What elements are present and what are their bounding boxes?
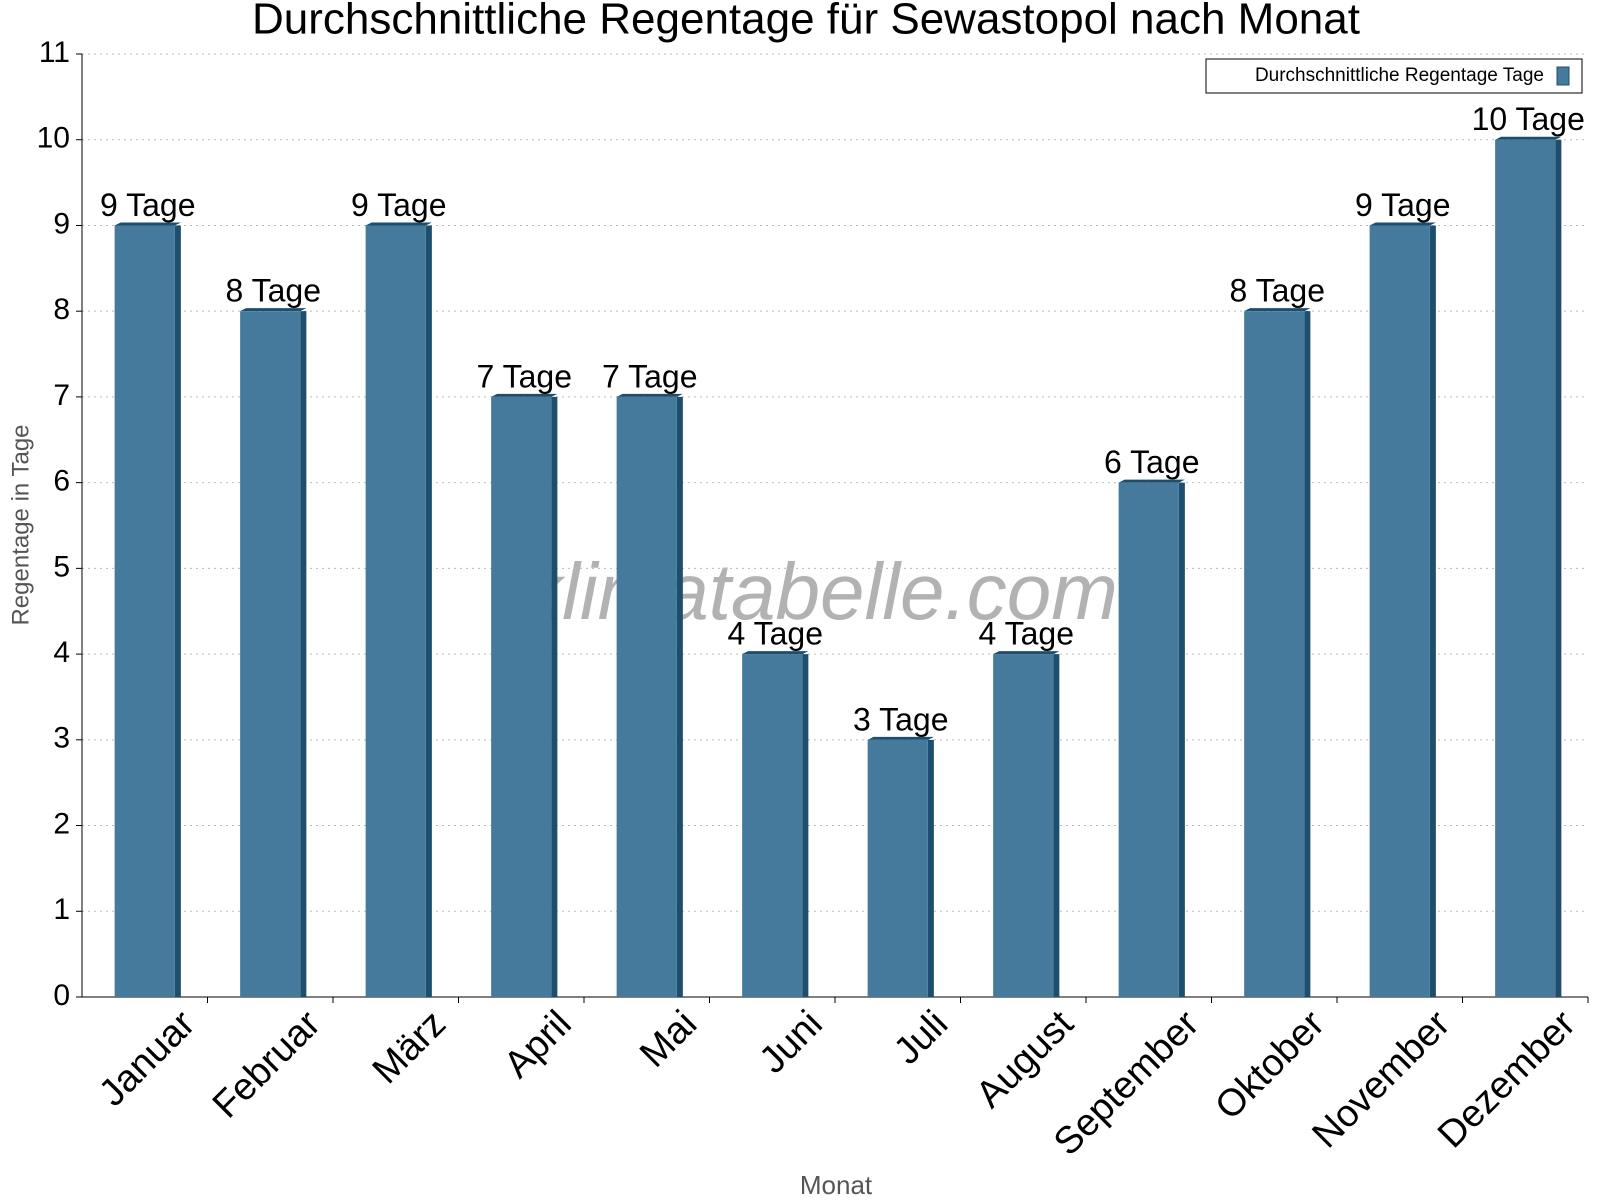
- chart-title: Durchschnittliche Regentage für Sewastop…: [252, 0, 1360, 44]
- bar-top: [491, 393, 558, 397]
- bar-side: [300, 311, 307, 997]
- bar-top: [1118, 479, 1185, 483]
- bar-top: [993, 651, 1060, 655]
- legend-swatch: [1556, 66, 1570, 86]
- y-tick-label: 5: [53, 550, 70, 583]
- bar-side: [802, 654, 809, 997]
- bar: [1118, 482, 1179, 997]
- y-tick-label: 2: [53, 807, 70, 840]
- bar-top: [867, 736, 934, 740]
- value-label: 9 Tage: [1355, 187, 1451, 223]
- value-label: 9 Tage: [100, 187, 196, 223]
- x-tick-label: Juni: [752, 1003, 831, 1082]
- bar-side: [1178, 482, 1185, 997]
- bar-top: [1369, 222, 1436, 226]
- x-tick-label: Dezember: [1430, 1003, 1584, 1157]
- bar-side: [425, 225, 432, 998]
- x-tick-label: Februar: [205, 1003, 329, 1127]
- bar-side: [1555, 139, 1562, 997]
- y-tick-label: 0: [53, 979, 70, 1012]
- bar-side: [676, 396, 683, 998]
- bar-side: [551, 396, 558, 998]
- value-label: 9 Tage: [351, 187, 447, 223]
- y-tick-label: 3: [53, 722, 70, 755]
- bar: [742, 654, 803, 997]
- x-tick-label: Januar: [91, 1003, 203, 1115]
- bar: [114, 225, 175, 998]
- bar: [616, 396, 677, 998]
- bar-side: [174, 225, 181, 998]
- bar: [240, 311, 301, 997]
- legend-label: Durchschnittliche Regentage Tage: [1255, 65, 1544, 86]
- value-label: 4 Tage: [728, 616, 824, 652]
- bar-top: [742, 651, 809, 655]
- value-label: 8 Tage: [226, 273, 322, 309]
- bar: [1244, 311, 1305, 997]
- bar-top: [114, 222, 181, 226]
- x-tick-label: August: [968, 1002, 1082, 1116]
- x-axis-label: Monat: [800, 1170, 873, 1200]
- y-axis-label: Regentage in Tage: [7, 424, 34, 625]
- bar-side: [1304, 311, 1311, 997]
- x-tick-label: März: [365, 1003, 454, 1092]
- y-tick-label: 8: [53, 293, 70, 326]
- x-tick-label: Oktober: [1207, 1003, 1333, 1129]
- bar: [1495, 139, 1556, 997]
- x-tick-label: Juli: [886, 1003, 956, 1073]
- y-tick-label: 11: [39, 36, 70, 69]
- bar: [365, 225, 426, 998]
- value-label: 6 Tage: [1104, 444, 1200, 480]
- y-tick-label: 10: [37, 122, 70, 155]
- bar: [867, 739, 928, 997]
- bar-side: [1429, 225, 1436, 998]
- bar-top: [1495, 136, 1562, 140]
- x-tick-label: April: [496, 1003, 579, 1086]
- bar-top: [240, 308, 307, 312]
- value-label: 3 Tage: [853, 701, 949, 737]
- bar-side: [927, 739, 934, 997]
- x-tick-label: Mai: [632, 1003, 705, 1076]
- value-label: 10 Tage: [1472, 101, 1585, 137]
- value-label: 4 Tage: [979, 616, 1075, 652]
- y-tick-label: 9: [53, 207, 70, 240]
- value-label: 8 Tage: [1230, 273, 1326, 309]
- bar: [993, 654, 1054, 997]
- y-tick-label: 1: [53, 893, 70, 926]
- bar-side: [1053, 654, 1060, 997]
- value-label: 7 Tage: [602, 358, 698, 394]
- bar-top: [616, 393, 683, 397]
- legend-box: [1205, 58, 1583, 94]
- bar: [491, 396, 552, 998]
- y-tick-label: 7: [53, 379, 70, 412]
- bar-top: [365, 222, 432, 226]
- bar: [1369, 225, 1430, 998]
- y-tick-label: 6: [53, 465, 70, 498]
- y-tick-label: 4: [53, 636, 70, 669]
- value-label: 7 Tage: [477, 358, 573, 394]
- bar-top: [1244, 308, 1311, 312]
